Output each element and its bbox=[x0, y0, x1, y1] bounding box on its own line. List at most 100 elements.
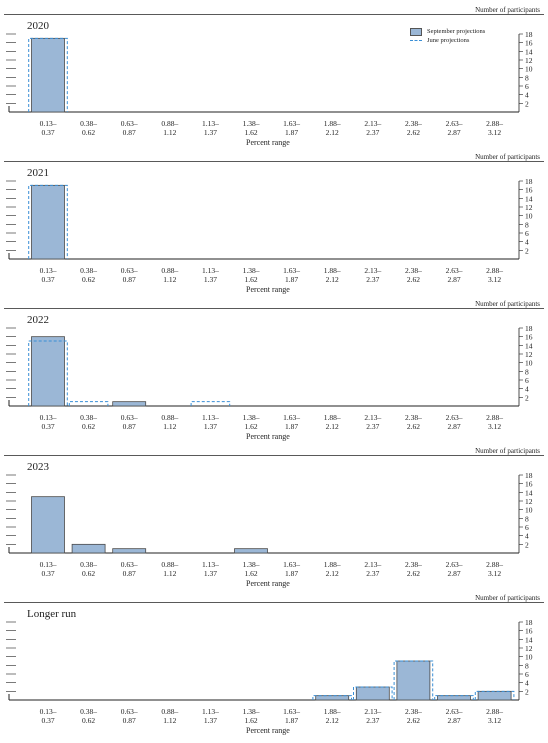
bar-june-outline-4 bbox=[190, 401, 231, 406]
y-tick-label: 6 bbox=[525, 670, 529, 679]
x-tick-label: 0.63– 0.87 bbox=[121, 560, 138, 578]
y-tick-label: 16 bbox=[525, 627, 533, 636]
x-tick-label: 2.38– 2.62 bbox=[405, 707, 422, 725]
y-tick-label: 10 bbox=[525, 653, 533, 662]
x-tick-label: 2.13– 2.37 bbox=[364, 560, 381, 578]
y-tick-label: 8 bbox=[525, 73, 529, 82]
bar-june-outline-8 bbox=[353, 686, 393, 700]
x-tick-label: 2.88– 3.12 bbox=[486, 560, 503, 578]
x-tick-label: 0.38– 0.62 bbox=[80, 266, 97, 284]
x-tick-label: 1.88– 2.12 bbox=[324, 707, 341, 725]
x-tick-label: 2.88– 3.12 bbox=[486, 707, 503, 725]
y-tick-label: 2 bbox=[525, 393, 529, 402]
y-tick-label: 2 bbox=[525, 687, 529, 696]
x-tick-label: 1.63– 1.87 bbox=[283, 707, 300, 725]
bar-september-11 bbox=[477, 690, 512, 701]
chart-panel-0: 2 4 6 8 10 12 14 16 18 0.13– 0.37 0.38– 0.62 0.63– 0.8… bbox=[0, 6, 548, 154]
bar-june-outline-11 bbox=[474, 690, 515, 700]
bar-september-0 bbox=[31, 37, 65, 113]
bar-september-5 bbox=[234, 548, 268, 554]
y-tick-label: 16 bbox=[525, 186, 533, 195]
y-tick-label: 8 bbox=[525, 514, 529, 523]
legend: September projections June projections bbox=[410, 27, 485, 45]
x-tick-label: 1.88– 2.12 bbox=[324, 119, 341, 137]
x-tick-label: 1.88– 2.12 bbox=[324, 560, 341, 578]
y-tick-label: 4 bbox=[525, 532, 529, 541]
y-tick-label: 14 bbox=[525, 488, 533, 497]
y-tick-label: 8 bbox=[525, 367, 529, 376]
bar-september-7 bbox=[315, 695, 350, 701]
x-tick-label: 2.13– 2.37 bbox=[364, 119, 381, 137]
x-tick-label: 1.13– 1.37 bbox=[202, 707, 219, 725]
x-tick-label: 1.38– 1.62 bbox=[243, 707, 260, 725]
y-tick-label: 16 bbox=[525, 333, 533, 342]
y-tick-label: 2 bbox=[525, 246, 529, 255]
bar-september-1 bbox=[71, 543, 106, 554]
x-tick-label: 2.63– 2.87 bbox=[446, 560, 463, 578]
y-tick-label: 16 bbox=[525, 39, 533, 48]
x-tick-label: 2.13– 2.37 bbox=[364, 266, 381, 284]
x-tick-label: 0.88– 1.12 bbox=[161, 707, 178, 725]
x-tick-label: 0.88– 1.12 bbox=[161, 413, 178, 431]
x-tick-label: 2.88– 3.12 bbox=[486, 119, 503, 137]
bar-september-2 bbox=[112, 401, 147, 407]
chart-panel-4: 2 4 6 8 10 12 14 16 18 0.13– 0.37 0.38– 0.62 0.63– 0.8… bbox=[0, 594, 548, 742]
y-unit-label: Number of participants bbox=[475, 6, 540, 14]
y-tick-label: 18 bbox=[525, 618, 533, 627]
x-tick-label: 0.38– 0.62 bbox=[80, 707, 97, 725]
y-tick-label: 18 bbox=[525, 30, 533, 39]
y-tick-label: 14 bbox=[525, 635, 533, 644]
x-tick-label: 1.13– 1.37 bbox=[202, 413, 219, 431]
y-unit-label: Number of participants bbox=[475, 594, 540, 602]
chart-panel-3: 2 4 6 8 10 12 14 16 18 0.13– 0.37 0.38– 0.62 0.63– 0.8… bbox=[0, 447, 548, 595]
x-tick-label: 2.63– 2.87 bbox=[446, 266, 463, 284]
panel-title: 2021 bbox=[27, 167, 49, 179]
panel-title: Longer run bbox=[27, 608, 77, 620]
y-tick-label: 4 bbox=[525, 91, 529, 100]
bar-june-outline-10 bbox=[434, 695, 474, 700]
x-tick-label: 2.63– 2.87 bbox=[446, 119, 463, 137]
x-axis-title: Percent range bbox=[246, 138, 290, 147]
panel-title: 2020 bbox=[27, 20, 49, 32]
bar-september-0 bbox=[31, 184, 65, 260]
y-tick-label: 14 bbox=[525, 194, 533, 203]
bar-september-2 bbox=[112, 548, 147, 554]
y-tick-label: 4 bbox=[525, 385, 529, 394]
y-tick-label: 10 bbox=[525, 506, 533, 515]
x-tick-label: 1.13– 1.37 bbox=[202, 266, 219, 284]
x-tick-label: 0.13– 0.37 bbox=[40, 266, 57, 284]
y-unit-label: Number of participants bbox=[475, 447, 540, 455]
y-tick-label: 14 bbox=[525, 47, 533, 56]
y-tick-label: 10 bbox=[525, 212, 533, 221]
x-tick-label: 1.63– 1.87 bbox=[283, 119, 300, 137]
x-axis-title: Percent range bbox=[246, 285, 290, 294]
x-tick-label: 0.88– 1.12 bbox=[161, 560, 178, 578]
x-tick-label: 0.38– 0.62 bbox=[80, 413, 97, 431]
x-tick-label: 0.88– 1.12 bbox=[161, 119, 178, 137]
x-tick-label: 0.13– 0.37 bbox=[40, 560, 57, 578]
legend-row-june: June projections bbox=[410, 36, 485, 45]
x-tick-label: 1.63– 1.87 bbox=[283, 413, 300, 431]
x-tick-label: 0.88– 1.12 bbox=[161, 266, 178, 284]
x-tick-label: 0.63– 0.87 bbox=[121, 413, 138, 431]
x-tick-label: 0.38– 0.62 bbox=[80, 560, 97, 578]
x-tick-label: 2.38– 2.62 bbox=[405, 119, 422, 137]
y-tick-label: 18 bbox=[525, 324, 533, 333]
x-tick-label: 1.88– 2.12 bbox=[324, 413, 341, 431]
y-tick-label: 12 bbox=[525, 203, 533, 212]
x-tick-label: 0.63– 0.87 bbox=[121, 707, 138, 725]
panel-title: 2023 bbox=[27, 461, 49, 473]
bar-june-outline-7 bbox=[312, 695, 352, 700]
x-axis-title: Percent range bbox=[246, 579, 290, 588]
y-tick-label: 18 bbox=[525, 177, 533, 186]
y-tick-label: 8 bbox=[525, 661, 529, 670]
bar-june-outline-0 bbox=[28, 184, 68, 259]
x-tick-label: 1.38– 1.62 bbox=[243, 119, 260, 137]
bar-september-10 bbox=[437, 695, 471, 701]
legend-label-june: June projections bbox=[427, 37, 470, 44]
bar-september-0 bbox=[31, 336, 65, 407]
x-tick-label: 1.38– 1.62 bbox=[243, 560, 260, 578]
bar-september-0 bbox=[31, 496, 65, 554]
x-tick-label: 2.63– 2.87 bbox=[446, 707, 463, 725]
